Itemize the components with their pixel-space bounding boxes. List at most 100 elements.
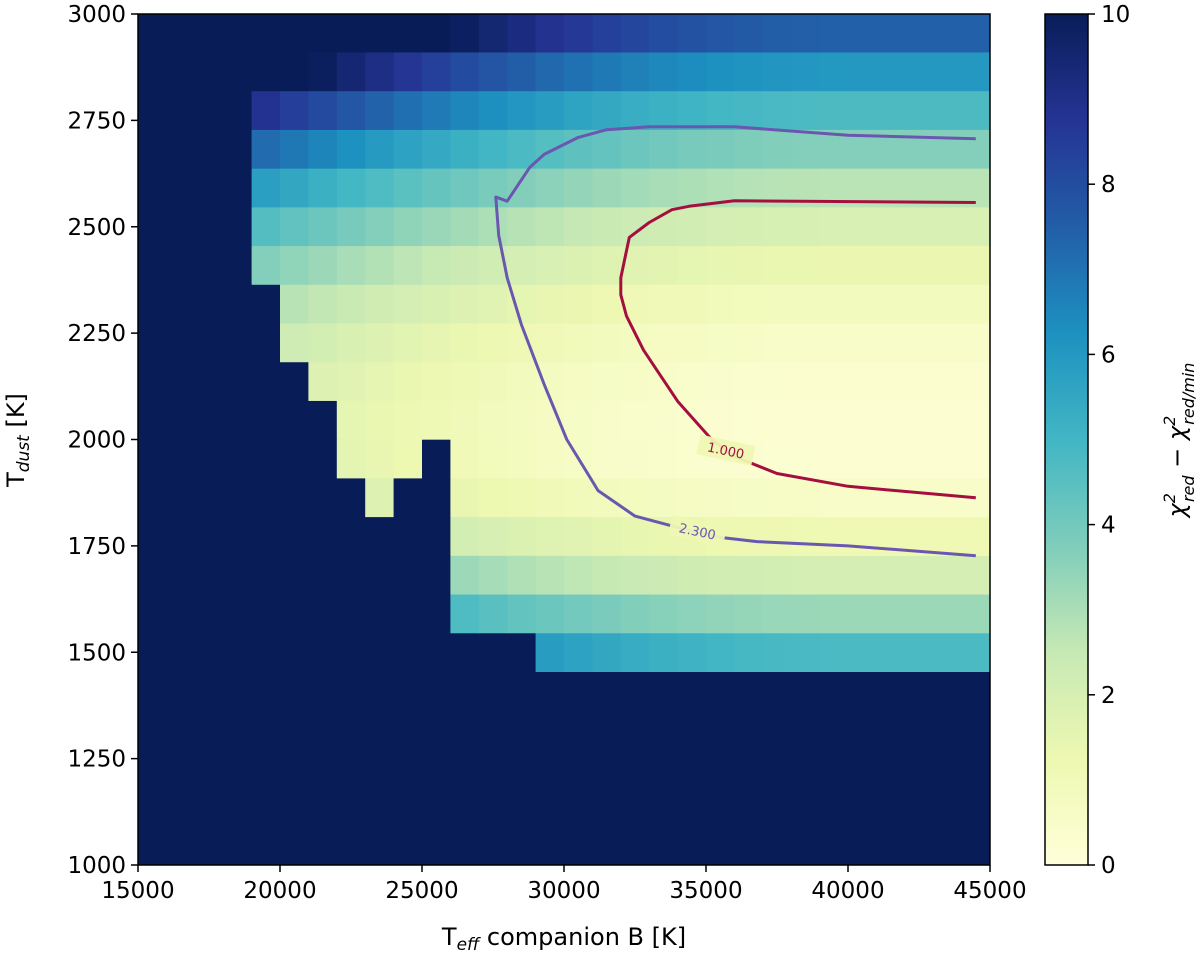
heatmap-cell: [166, 361, 196, 401]
heatmap-cell: [961, 245, 990, 285]
heatmap-cell: [649, 632, 679, 672]
heatmap-cell: [904, 710, 934, 750]
heatmap-cell: [706, 748, 735, 789]
heatmap-cell: [365, 322, 395, 363]
heatmap-cell: [138, 671, 167, 711]
heatmap-cell: [194, 439, 224, 479]
heatmap-cell: [138, 787, 167, 827]
heatmap-cell: [308, 710, 338, 750]
heatmap-cell: [336, 245, 366, 285]
heatmap-cell: [734, 400, 764, 440]
heatmap-cell: [649, 826, 679, 865]
heatmap-cell: [308, 322, 338, 363]
heatmap-cell: [762, 826, 792, 865]
heatmap-cell: [649, 555, 679, 595]
heatmap-cell: [422, 400, 451, 440]
heatmap-cell: [762, 593, 792, 634]
heatmap-cell: [876, 14, 906, 53]
heatmap-cell: [535, 671, 565, 711]
heatmap-cell: [706, 671, 735, 711]
heatmap-cell: [138, 632, 167, 672]
heatmap-cell: [450, 129, 480, 169]
heatmap-cell: [620, 671, 650, 711]
heatmap-cell: [365, 632, 395, 672]
heatmap-cell: [904, 787, 934, 827]
colorbar-tick-label: 8: [1101, 172, 1116, 198]
heatmap-cell: [251, 787, 281, 827]
heatmap-cell: [564, 90, 593, 130]
heatmap-cell: [251, 671, 281, 711]
heatmap-cell: [933, 593, 963, 634]
heatmap-cell: [876, 632, 906, 672]
heatmap-cell: [620, 593, 650, 634]
heatmap-cell: [365, 51, 395, 92]
heatmap-cell: [166, 245, 196, 285]
heatmap-cell: [620, 710, 650, 750]
heatmap-cell: [478, 400, 508, 440]
heatmap-cell: [933, 14, 963, 53]
heatmap-cell: [961, 90, 990, 130]
heatmap-cell: [251, 90, 281, 130]
heatmap-cell: [308, 826, 338, 865]
heatmap-cell: [791, 593, 821, 634]
heatmap-cell: [734, 787, 764, 827]
heatmap-cell: [961, 787, 990, 827]
heatmap-cell: [166, 593, 196, 634]
heatmap-cell: [138, 129, 167, 169]
heatmap-cell: [422, 129, 451, 169]
heatmap-cell: [535, 322, 565, 363]
heatmap-cell: [762, 516, 792, 556]
x-tick-label: 15000: [101, 878, 174, 904]
heatmap-cell: [819, 284, 849, 324]
heatmap-cell: [904, 51, 934, 92]
heatmap-cell: [535, 51, 565, 92]
heatmap-cell: [961, 632, 990, 672]
heatmap-cell: [819, 245, 849, 285]
heatmap-cell: [961, 748, 990, 789]
x-tick-label: 45000: [953, 878, 1026, 904]
heatmap-cell: [904, 14, 934, 53]
heatmap-cell: [194, 555, 224, 595]
heatmap-cell: [251, 51, 281, 92]
colorbar-tick-label: 10: [1101, 2, 1130, 28]
heatmap-cell: [478, 129, 508, 169]
heatmap-cell: [791, 477, 821, 518]
heatmap-cell: [336, 555, 366, 595]
heatmap-cell: [933, 284, 963, 324]
heatmap-cell: [535, 555, 565, 595]
heatmap-cell: [933, 516, 963, 556]
heatmap-cell: [422, 748, 451, 789]
heatmap-cell: [251, 555, 281, 595]
heatmap-cell: [223, 14, 253, 53]
heatmap-cell: [535, 129, 565, 169]
heatmap-cell: [734, 516, 764, 556]
heatmap-cell: [450, 593, 480, 634]
heatmap-cell: [280, 477, 309, 518]
heatmap-cell: [280, 90, 309, 130]
heatmap-cell: [450, 51, 480, 92]
heatmap-cell: [677, 245, 707, 285]
heatmap-cell: [592, 632, 622, 672]
heatmap-cell: [734, 51, 764, 92]
heatmap-cell: [138, 826, 167, 865]
heatmap-cell: [223, 90, 253, 130]
heatmap-cell: [791, 787, 821, 827]
heatmap-cell: [365, 206, 395, 247]
heatmap-cell: [194, 90, 224, 130]
heatmap-cell: [365, 400, 395, 440]
heatmap-cell: [734, 361, 764, 401]
heatmap-cell: [933, 51, 963, 92]
heatmap-cell: [194, 361, 224, 401]
heatmap-cell: [478, 826, 508, 865]
heatmap-cell: [308, 439, 338, 479]
heatmap-cell: [961, 710, 990, 750]
heatmap-cell: [961, 361, 990, 401]
heatmap-cell: [649, 593, 679, 634]
heatmap-cell: [251, 245, 281, 285]
heatmap-cell: [422, 516, 451, 556]
heatmap-cell: [933, 206, 963, 247]
heatmap-cell: [393, 322, 423, 363]
heatmap-cell: [564, 516, 593, 556]
heatmap-cell: [478, 51, 508, 92]
heatmap-cell: [706, 14, 735, 53]
